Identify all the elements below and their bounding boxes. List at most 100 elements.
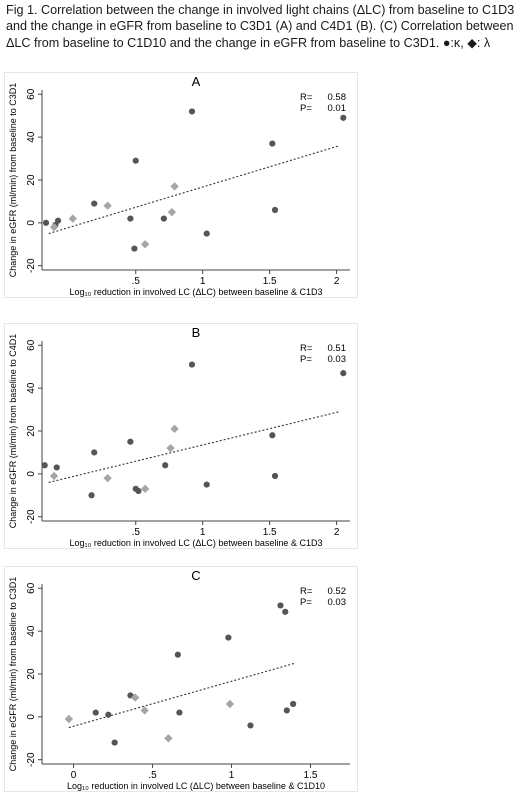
y-tick-label: 0 xyxy=(26,471,37,477)
r-label: R= xyxy=(300,92,313,103)
kappa-point xyxy=(54,217,62,224)
chart-frame xyxy=(4,323,358,549)
kappa-point xyxy=(111,739,118,746)
kappa-point xyxy=(247,722,254,729)
y-tick-label: 60 xyxy=(26,88,37,100)
lambda-point xyxy=(167,207,177,217)
kappa-point xyxy=(277,602,284,609)
y-axis-label: Change in eGFR (ml/min) from baseline to… xyxy=(8,334,18,529)
y-tick-label: -20 xyxy=(26,509,37,524)
r-label: R= xyxy=(300,343,313,354)
kappa-point xyxy=(42,219,50,226)
kappa-point xyxy=(203,481,210,488)
x-tick-label: 1 xyxy=(229,770,235,781)
kappa-point xyxy=(105,711,112,718)
kappa-point xyxy=(135,487,142,495)
kappa-point xyxy=(174,651,181,658)
kappa-point xyxy=(127,438,134,445)
y-tick-label: 0 xyxy=(26,714,37,720)
y-tick-label: 0 xyxy=(26,220,37,226)
kappa-point xyxy=(160,215,167,222)
kappa-point xyxy=(188,108,196,115)
kappa-point xyxy=(203,230,210,237)
y-tick-label: 40 xyxy=(26,131,37,143)
kappa-point xyxy=(269,140,276,147)
y-tick-label: 40 xyxy=(26,382,37,394)
x-tick-label: 1.5 xyxy=(304,770,318,781)
lambda-point xyxy=(49,471,59,481)
r-value: 0.58 xyxy=(328,92,347,103)
kappa-point xyxy=(92,709,99,716)
x-axis-label: Log₁₀ reduction in involved LC (ΔLC) bet… xyxy=(67,781,325,791)
figure-caption: Fig 1. Correlation between the change in… xyxy=(6,3,515,50)
kappa-point xyxy=(41,462,48,469)
lambda-point xyxy=(170,424,179,434)
kappa-point xyxy=(283,707,290,714)
lambda-point xyxy=(103,201,112,210)
y-axis-label: Change in eGFR (ml/min) from baseline to… xyxy=(8,577,18,772)
kappa-point xyxy=(340,370,347,377)
kappa-point xyxy=(88,492,95,499)
x-tick-label: 1.5 xyxy=(263,276,277,287)
kappa-point xyxy=(131,245,138,252)
kappa-point xyxy=(132,157,139,164)
lambda-point xyxy=(225,699,235,709)
x-axis-label: Log₁₀ reduction in involved LC (ΔLC) bet… xyxy=(70,538,323,548)
y-tick-label: 60 xyxy=(26,582,37,594)
kappa-point xyxy=(188,361,196,368)
chart-a: A -20 0 20 40 60 .5 1 1.5 2 Log₁₀ reduction in inv… xyxy=(4,72,358,298)
x-tick-label: .5 xyxy=(132,527,141,538)
kappa-point xyxy=(340,114,347,121)
x-tick-label: 2 xyxy=(334,276,340,287)
chart-title: B xyxy=(192,325,201,340)
panel-b: B -20 0 20 40 60 .5 1 1.5 2 Log₁₀ reduction in inv… xyxy=(4,323,358,549)
p-value: 0.03 xyxy=(328,597,347,608)
panel-c: C -20 0 20 40 60 0 .5 1 1.5 Log₁₀ reduction in inv… xyxy=(4,566,358,792)
chart-title: A xyxy=(192,74,201,89)
x-tick-label: .5 xyxy=(132,276,141,287)
y-tick-label: -20 xyxy=(26,752,37,767)
kappa-point xyxy=(271,472,279,480)
kappa-point xyxy=(91,449,98,456)
kappa-point xyxy=(282,608,289,615)
chart-title: C xyxy=(191,568,200,583)
lambda-point xyxy=(170,182,179,191)
p-label: P= xyxy=(300,354,312,365)
lambda-point xyxy=(68,214,77,223)
kappa-point xyxy=(225,634,232,641)
kappa-point xyxy=(127,215,134,222)
chart-frame xyxy=(4,566,358,792)
p-label: P= xyxy=(300,103,312,114)
panel-a: A -20 0 20 40 60 .5 1 1.5 2 Log₁₀ reduction in inv… xyxy=(4,72,358,298)
chart-frame xyxy=(4,72,358,298)
lambda-point xyxy=(49,222,59,232)
p-value: 0.01 xyxy=(328,103,347,114)
kappa-point xyxy=(269,432,276,439)
x-tick-label: 1 xyxy=(200,276,206,287)
y-tick-label: 20 xyxy=(26,174,37,186)
p-value: 0.03 xyxy=(328,354,347,365)
x-axis-label: Log₁₀ reduction in involved LC (ΔLC) bet… xyxy=(70,287,323,297)
trendline xyxy=(48,411,340,483)
y-axis-label: Change in eGFR (ml/min) from baseline to… xyxy=(8,83,18,278)
x-tick-label: 1.5 xyxy=(263,527,277,538)
lambda-point xyxy=(64,714,74,724)
kappa-point xyxy=(271,206,279,214)
r-value: 0.52 xyxy=(328,586,347,597)
y-tick-label: 20 xyxy=(26,425,37,437)
r-value: 0.51 xyxy=(328,343,347,354)
trendline xyxy=(68,662,295,729)
lambda-point xyxy=(140,240,150,249)
y-tick-label: 60 xyxy=(26,339,37,351)
p-label: P= xyxy=(300,597,312,608)
x-tick-label: 2 xyxy=(334,527,340,538)
kappa-point xyxy=(290,700,297,708)
x-tick-label: 0 xyxy=(71,770,77,781)
trendline xyxy=(48,145,340,235)
kappa-point xyxy=(176,709,183,716)
chart-b: B -20 0 20 40 60 .5 1 1.5 2 Log₁₀ reduction in inv… xyxy=(4,323,358,549)
y-tick-label: 20 xyxy=(26,668,37,680)
y-tick-label: 40 xyxy=(26,625,37,637)
y-tick-label: -20 xyxy=(26,258,37,273)
